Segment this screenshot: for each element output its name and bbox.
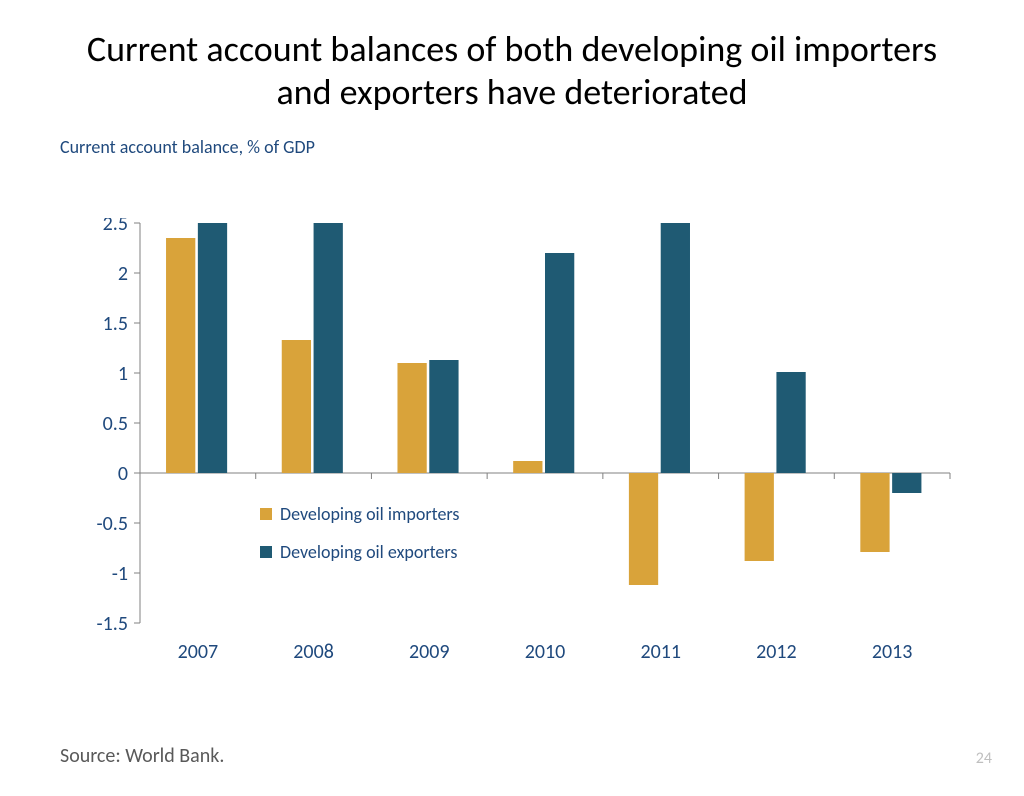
slide-title: Current account balances of both develop… [60, 28, 964, 114]
legend-swatch [260, 508, 272, 520]
bar [397, 363, 426, 473]
svg-text:-1: -1 [112, 562, 128, 586]
bar-chart: -1.5 -1 -0.5 0 0.5 1 1.5 2 2.5 2007 2008 2009 2010 20… [60, 218, 960, 688]
bar [661, 223, 690, 473]
svg-text:2.5: 2.5 [103, 218, 128, 236]
bar [513, 461, 542, 473]
bar [166, 238, 195, 473]
legend-label: Developing oil importers [280, 503, 459, 525]
bar [776, 372, 805, 473]
bar [892, 473, 921, 493]
svg-text:0.5: 0.5 [103, 412, 128, 436]
source-text: Source: World Bank. [60, 744, 224, 768]
svg-text:2: 2 [118, 262, 128, 286]
svg-text:-1.5: -1.5 [97, 612, 128, 636]
legend-swatch [260, 546, 272, 558]
svg-text:2007: 2007 [178, 640, 219, 664]
bar [282, 340, 311, 473]
chart-subtitle: Current account balance, % of GDP [60, 136, 1024, 158]
bar [314, 223, 343, 473]
svg-text:-0.5: -0.5 [97, 512, 128, 536]
bar [745, 473, 774, 561]
svg-text:2008: 2008 [293, 640, 334, 664]
svg-text:1: 1 [118, 362, 128, 386]
bar [545, 253, 574, 473]
svg-text:2011: 2011 [640, 640, 681, 664]
bar [429, 360, 458, 473]
bar [198, 223, 227, 473]
svg-text:2013: 2013 [872, 640, 913, 664]
page-number: 24 [976, 749, 992, 768]
legend-label: Developing oil exporters [280, 541, 457, 563]
svg-text:0: 0 [118, 462, 128, 486]
svg-text:2012: 2012 [756, 640, 797, 664]
svg-text:2009: 2009 [409, 640, 450, 664]
bar [860, 473, 889, 552]
bar [629, 473, 658, 585]
svg-text:1.5: 1.5 [103, 312, 128, 336]
svg-text:2010: 2010 [525, 640, 566, 664]
